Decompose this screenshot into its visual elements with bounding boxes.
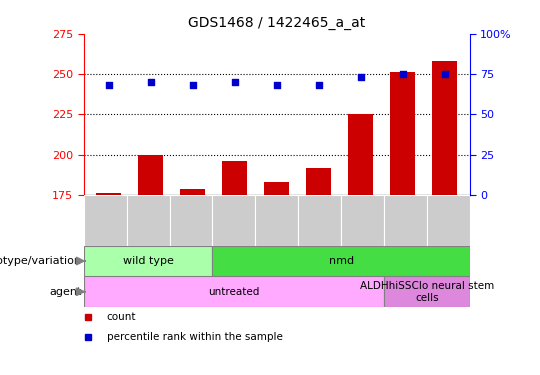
Bar: [138, 154, 164, 195]
Point: [356, 74, 365, 80]
Bar: [126, 195, 170, 246]
Point: [105, 82, 113, 88]
Title: GDS1468 / 1422465_a_at: GDS1468 / 1422465_a_at: [188, 16, 366, 30]
Bar: [96, 194, 122, 195]
Point: [231, 79, 239, 85]
Bar: [390, 72, 415, 195]
Bar: [432, 61, 457, 195]
Bar: [180, 189, 205, 195]
Point: [314, 82, 323, 88]
Bar: [84, 276, 384, 307]
Bar: [341, 195, 384, 246]
Text: percentile rank within the sample: percentile rank within the sample: [107, 332, 283, 342]
Bar: [348, 114, 373, 195]
Point: [440, 71, 449, 77]
Bar: [298, 195, 341, 246]
Point: [399, 71, 407, 77]
Bar: [384, 276, 470, 307]
Text: nmd: nmd: [328, 256, 354, 266]
Text: agent: agent: [49, 287, 82, 297]
Text: ALDHhiSSClo neural stem
cells: ALDHhiSSClo neural stem cells: [360, 281, 494, 303]
Bar: [255, 195, 298, 246]
Bar: [427, 195, 470, 246]
Bar: [222, 161, 247, 195]
Bar: [306, 168, 332, 195]
Bar: [170, 195, 212, 246]
Bar: [84, 246, 212, 276]
Point: [146, 79, 155, 85]
Point: [188, 82, 197, 88]
Point: [273, 82, 281, 88]
Bar: [384, 195, 427, 246]
Text: untreated: untreated: [208, 287, 260, 297]
Text: genotype/variation: genotype/variation: [0, 256, 82, 266]
Text: wild type: wild type: [123, 256, 173, 266]
Bar: [212, 195, 255, 246]
Bar: [212, 246, 470, 276]
Bar: [84, 195, 126, 246]
Text: count: count: [107, 312, 137, 322]
Bar: [264, 182, 289, 195]
